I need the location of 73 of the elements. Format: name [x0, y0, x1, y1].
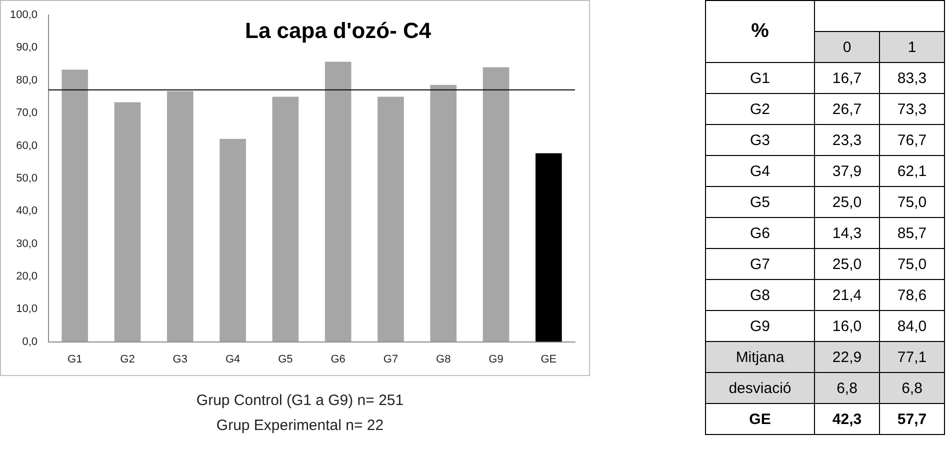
- data-label: 14,3: [814, 218, 880, 248]
- data-label: 57,7: [880, 404, 944, 434]
- y-tick-label: 40,0: [16, 205, 38, 218]
- text: 1: [880, 32, 944, 62]
- text: 0: [814, 32, 880, 62]
- y-tick-label: 30,0: [16, 238, 38, 250]
- data-label: 22,9: [814, 342, 880, 372]
- y-tick-label: 100,0: [10, 9, 38, 22]
- text: %: [706, 0, 814, 62]
- bar: [536, 153, 562, 342]
- bar: [62, 70, 88, 342]
- category-label: G1: [706, 62, 814, 94]
- data-label: 16,0: [814, 310, 880, 342]
- x-tick-label: GE: [540, 353, 557, 366]
- data-label: 77,1: [880, 342, 944, 372]
- category-label: G4: [706, 156, 814, 186]
- x-tick-label: G9: [488, 353, 504, 366]
- bar: [378, 96, 404, 342]
- y-tick-label: 50,0: [16, 172, 38, 184]
- data-label: 83,3: [880, 62, 944, 94]
- x-tick-label: G4: [225, 353, 240, 366]
- bar: [272, 96, 299, 342]
- x-tick-label: G3: [172, 353, 188, 366]
- x-tick-label: G7: [383, 353, 398, 366]
- data-label: 75,0: [880, 186, 944, 218]
- x-tick-label: G8: [436, 353, 451, 366]
- category-label: G2: [706, 94, 814, 124]
- data-label: 6,8: [814, 372, 880, 404]
- data-label: 21,4: [814, 280, 880, 310]
- bar: [482, 67, 510, 342]
- y-tick-label: 90,0: [16, 42, 38, 54]
- data-label: 76,7: [880, 124, 944, 156]
- data-label: 62,1: [880, 156, 944, 186]
- category-label: desviació: [706, 372, 814, 404]
- data-label: 73,3: [880, 94, 944, 124]
- category-label: G6: [706, 218, 814, 248]
- y-tick-label: 0,0: [22, 336, 38, 348]
- y-tick-label: 80,0: [16, 74, 38, 86]
- text: Grup Control (G1 a G9) n= 251: [195, 391, 405, 411]
- y-tick-label: 70,0: [16, 107, 38, 120]
- bar: [220, 138, 246, 342]
- category-label: G3: [706, 124, 814, 156]
- data-label: 78,6: [880, 280, 944, 310]
- data-label: 26,7: [814, 94, 880, 124]
- category-label: G8: [706, 280, 814, 310]
- data-label: 75,0: [880, 248, 944, 280]
- y-tick-label: 60,0: [16, 140, 38, 152]
- bar: [166, 91, 194, 342]
- data-label: 23,3: [814, 124, 880, 156]
- category-label: G9: [706, 310, 814, 342]
- data-label: 6,8: [880, 372, 944, 404]
- category-label: G7: [706, 248, 814, 280]
- bar: [114, 102, 141, 342]
- y-tick-label: 20,0: [16, 270, 38, 282]
- x-tick-label: G2: [120, 353, 135, 366]
- x-tick-label: G1: [68, 353, 82, 366]
- data-label: 25,0: [814, 186, 880, 218]
- data-label: 16,7: [814, 62, 880, 94]
- y-tick-label: 10,0: [16, 303, 38, 316]
- category-label: GE: [706, 404, 814, 434]
- chart-title: La capa d'ozó- C4: [245, 18, 432, 44]
- data-label: 42,3: [814, 404, 880, 434]
- text: Grup Experimental n= 22: [215, 416, 385, 436]
- bar: [430, 84, 457, 342]
- bar: [324, 62, 352, 342]
- data-label: 25,0: [814, 248, 880, 280]
- category-label: G5: [706, 186, 814, 218]
- data-label: 84,0: [880, 310, 944, 342]
- x-tick-label: G5: [278, 353, 293, 366]
- data-label: 85,7: [880, 218, 944, 248]
- x-tick-label: G6: [330, 353, 346, 366]
- category-label: Mitjana: [706, 342, 814, 372]
- data-label: 37,9: [814, 156, 880, 186]
